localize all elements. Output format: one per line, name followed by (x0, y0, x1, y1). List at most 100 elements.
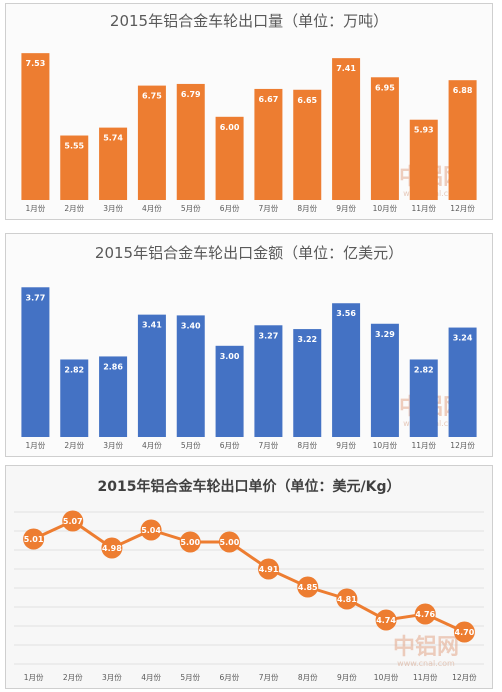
data-label: 2.82 (64, 365, 84, 374)
bar (215, 116, 244, 200)
x-tick-label: 1月份 (26, 203, 46, 213)
data-label: 5.07 (63, 517, 83, 526)
bar (21, 287, 50, 437)
data-label: 5.04 (141, 526, 161, 535)
data-label: 3.77 (26, 293, 46, 302)
data-point (453, 621, 475, 643)
data-label: 7.53 (26, 59, 46, 68)
bar (254, 325, 283, 437)
x-tick-label: 12月份 (452, 672, 477, 682)
data-label: 5.00 (220, 538, 240, 547)
bar (332, 303, 361, 437)
bar (176, 83, 205, 200)
data-label: 3.56 (336, 309, 356, 318)
data-label: 4.91 (259, 565, 279, 574)
data-label: 6.67 (259, 95, 279, 104)
x-tick-label: 1月份 (24, 672, 44, 682)
data-point (140, 519, 162, 541)
x-tick-label: 8月份 (297, 203, 317, 213)
data-point (62, 510, 84, 532)
x-tick-label: 12月份 (450, 203, 475, 213)
x-tick-label: 10月份 (373, 203, 398, 213)
x-tick-label: 7月份 (259, 672, 279, 682)
data-label: 3.00 (220, 352, 240, 361)
data-label: 3.41 (142, 321, 162, 330)
data-point (23, 528, 45, 550)
x-tick-label: 6月份 (220, 203, 240, 213)
bar (99, 127, 128, 200)
x-tick-label: 2月份 (64, 203, 84, 213)
x-tick-label: 9月份 (336, 440, 356, 450)
export-value-svg: 2015年铝合金车轮出口金额（单位：亿美元）中铝网www.cnal.com3.7… (21, 244, 477, 450)
chart-title: 2015年铝合金车轮出口单价（单位：美元/Kg） (98, 478, 401, 495)
x-tick-label: 11月份 (411, 203, 436, 213)
x-tick-label: 11月份 (411, 440, 436, 450)
data-label: 6.88 (453, 86, 473, 95)
watermark-logo: 中铝网 (393, 634, 459, 660)
bar (409, 119, 438, 200)
x-tick-label: 6月份 (220, 672, 240, 682)
bar (293, 329, 322, 437)
export-value-chart: 2015年铝合金车轮出口金额（单位：亿美元）中铝网www.cnal.com3.7… (5, 233, 493, 457)
bar (370, 323, 399, 437)
x-tick-label: 5月份 (180, 672, 200, 682)
x-tick-label: 10月份 (373, 440, 398, 450)
data-label: 4.81 (337, 595, 357, 604)
data-label: 6.79 (181, 90, 201, 99)
x-tick-label: 4月份 (142, 440, 162, 450)
data-label: 2.82 (414, 365, 434, 374)
chart-title: 2015年铝合金车轮出口量（单位：万吨） (110, 12, 388, 30)
bar (176, 315, 205, 437)
x-tick-label: 12月份 (450, 440, 475, 450)
x-tick-label: 11月份 (413, 672, 438, 682)
data-point (336, 588, 358, 610)
data-label: 6.00 (220, 123, 240, 132)
data-label: 5.01 (24, 535, 44, 544)
data-point (297, 576, 319, 598)
export-volume-svg: 2015年铝合金车轮出口量（单位：万吨）中铝网www.cnal.com7.531… (21, 12, 477, 213)
x-tick-label: 3月份 (103, 203, 123, 213)
x-tick-label: 10月份 (374, 672, 399, 682)
bar (332, 58, 361, 201)
data-label: 3.22 (297, 335, 317, 344)
series-line (32, 519, 466, 634)
bar (409, 359, 438, 437)
data-label: 5.93 (414, 126, 434, 135)
data-label: 6.95 (375, 83, 395, 92)
data-label: 5.55 (64, 142, 84, 151)
data-label: 6.65 (297, 96, 317, 105)
x-tick-label: 7月份 (259, 440, 279, 450)
x-tick-label: 4月份 (142, 203, 162, 213)
bar (21, 53, 50, 200)
data-label: 3.29 (375, 330, 395, 339)
chart-title: 2015年铝合金车轮出口金额（单位：亿美元） (95, 244, 403, 262)
data-label: 4.98 (102, 544, 122, 553)
data-label: 7.41 (336, 64, 356, 73)
bar (137, 85, 166, 200)
data-label: 2.86 (103, 362, 123, 371)
data-point (101, 537, 123, 559)
data-label: 5.00 (180, 538, 200, 547)
data-point (414, 603, 436, 625)
data-point (258, 558, 280, 580)
x-tick-label: 4月份 (141, 672, 161, 682)
x-tick-label: 5月份 (181, 440, 201, 450)
export-volume-chart: 2015年铝合金车轮出口量（单位：万吨）中铝网www.cnal.com7.531… (5, 3, 493, 220)
data-label: 4.70 (455, 628, 475, 637)
data-label: 5.74 (103, 134, 123, 143)
data-label: 4.76 (415, 610, 435, 619)
data-label: 6.75 (142, 92, 162, 101)
bar (448, 80, 477, 200)
x-tick-label: 2月份 (64, 440, 84, 450)
data-label: 4.74 (376, 616, 396, 625)
x-tick-label: 9月份 (337, 672, 357, 682)
unit-price-chart: 2015年铝合金车轮出口单价（单位：美元/Kg） 中铝网 www.cnal.com 5… (5, 465, 493, 689)
bar (137, 314, 166, 437)
x-tick-label: 3月份 (102, 672, 122, 682)
bar (99, 356, 128, 437)
x-tick-label: 2月份 (63, 672, 83, 682)
bar (370, 77, 399, 200)
x-tick-label: 6月份 (220, 440, 240, 450)
data-label: 3.24 (453, 334, 473, 343)
